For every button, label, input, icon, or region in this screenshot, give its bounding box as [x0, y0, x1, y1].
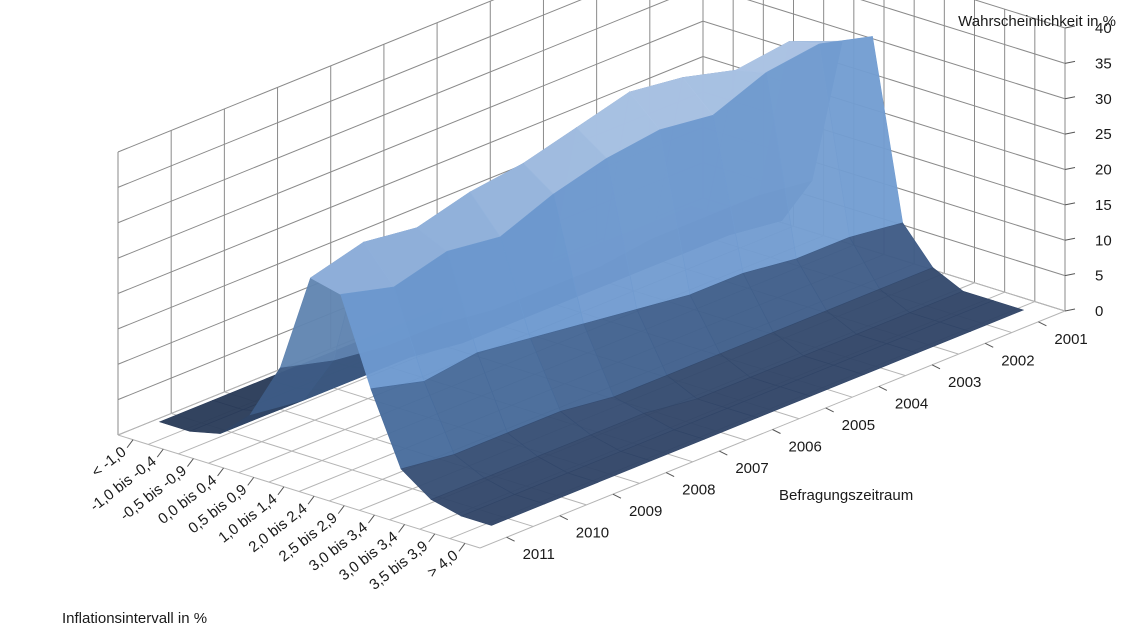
z-tick-label: 5: [1095, 268, 1103, 285]
period-tick-label: 2003: [948, 374, 981, 391]
side-wall-gridline: [117, 20, 704, 259]
z-tick-mark: [1064, 25, 1076, 29]
side-wall-gridline: [117, 0, 495, 153]
z-tick-mark: [1064, 131, 1076, 135]
period-tick-mark: [612, 493, 622, 499]
period-tick-mark: [985, 342, 994, 348]
z-axis-label: Wahrscheinlichkeit in %: [958, 13, 1116, 30]
period-tick-label: 2006: [789, 439, 822, 456]
side-wall-gridline: [117, 0, 582, 188]
period-tick-mark: [559, 515, 568, 521]
period-tick-mark: [506, 536, 515, 542]
interval-tick-mark: [368, 514, 375, 524]
side-wall-gridline: [117, 56, 704, 294]
z-tick-mark: [1064, 202, 1076, 206]
z-tick-mark: [1064, 60, 1076, 64]
period-tick-mark: [878, 385, 888, 391]
interval-tick-mark: [217, 467, 224, 477]
period-tick-label: 2007: [735, 460, 768, 477]
z-tick-label: 35: [1095, 55, 1112, 72]
side-wall-gridline: [117, 0, 670, 224]
z-tick-mark: [1064, 167, 1076, 170]
period-tick-label: 2009: [629, 503, 662, 520]
period-tick-label: 2001: [1054, 331, 1087, 348]
interval-tick-mark: [428, 533, 436, 543]
period-tick-mark: [719, 450, 728, 456]
z-tick-label: 30: [1095, 91, 1112, 108]
floor-gridline: [117, 434, 481, 549]
interval-tick-mark: [277, 486, 285, 496]
interval-tick-mark: [458, 542, 466, 552]
z-tick-label: 15: [1095, 197, 1112, 214]
interval-axis-label: Inflationsintervall in %: [62, 610, 207, 627]
period-tick-label: 2004: [895, 395, 928, 412]
period-tick-mark: [1038, 321, 1047, 327]
period-tick-mark: [772, 429, 781, 434]
period-tick-mark: [931, 364, 941, 370]
z-axis-ticks: 0 5 10 15 20 25 30 35 40: [1064, 20, 1112, 320]
surface-facet: [460, 494, 546, 526]
z-tick-mark: [1064, 273, 1076, 277]
z-tick-label: 25: [1095, 126, 1112, 143]
period-axis-ticks: 2011 2010 2009 2008 2007 2006 2005 2004 2003 2002…: [506, 321, 1088, 563]
interval-tick-label: > 4,0: [424, 547, 461, 581]
z-tick-label: 10: [1095, 232, 1112, 249]
period-tick-label: 2005: [842, 417, 875, 434]
surface: [158, 36, 1025, 526]
z-tick-mark: [1064, 308, 1076, 312]
period-tick-label: 2011: [523, 546, 555, 563]
interval-tick-mark: [307, 495, 315, 505]
period-tick-mark: [665, 472, 675, 478]
period-tick-label: 2008: [682, 482, 715, 499]
z-tick-label: 0: [1095, 303, 1103, 320]
period-tick-label: 2002: [1001, 352, 1034, 369]
period-tick-label: 2010: [576, 525, 609, 542]
z-tick-label: 20: [1095, 162, 1112, 179]
period-tick-mark: [825, 407, 834, 413]
interval-tick-mark: [126, 439, 134, 449]
z-tick-label: 40: [1095, 20, 1112, 37]
interval-tick-mark: [337, 505, 345, 514]
interval-tick-mark: [187, 458, 194, 467]
period-axis-label: Befragungszeitraum: [779, 487, 913, 504]
interval-tick-mark: [398, 524, 405, 533]
interval-tick-mark: [156, 448, 164, 458]
z-tick-mark: [1064, 96, 1076, 100]
z-tick-mark: [1064, 237, 1076, 241]
interval-tick-mark: [247, 477, 255, 486]
